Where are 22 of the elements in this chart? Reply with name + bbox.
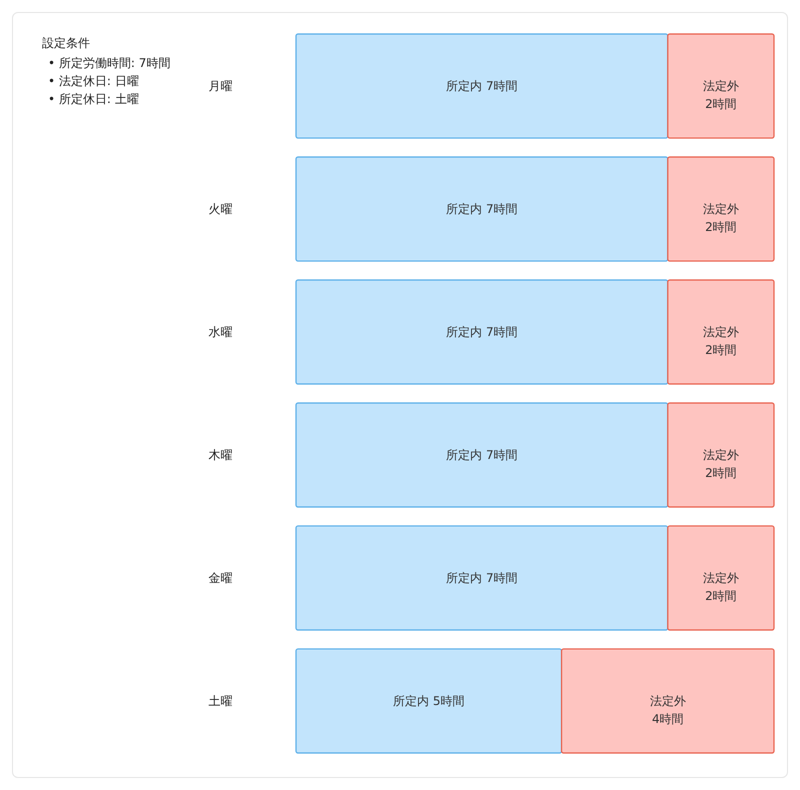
- text: • 所定労働時間: 7時間: [48, 55, 170, 72]
- text: 設定条件: [42, 35, 91, 52]
- data-label: 法定外 2時間: [702, 79, 739, 112]
- data-label: 法定外 2時間: [702, 448, 739, 480]
- y-tick-label: 月曜: [208, 79, 232, 94]
- data-label: 法定外 2時間: [702, 202, 739, 234]
- y-tick-label: 土曜: [208, 694, 232, 708]
- data-label: 所定内 7時間: [446, 79, 518, 94]
- data-label: 法定外 2時間: [702, 570, 739, 603]
- data-label: 所定内 7時間: [446, 325, 518, 340]
- data-label: 法定外 4時間: [650, 694, 686, 726]
- data-label: 所定内 7時間: [446, 570, 518, 585]
- y-tick-label: 金曜: [208, 570, 232, 585]
- data-label: 所定内 7時間: [446, 202, 518, 216]
- y-tick-label: 木曜: [208, 448, 232, 462]
- y-tick-label: 火曜: [208, 202, 232, 216]
- data-label: 所定内 7時間: [446, 448, 518, 462]
- data-label: 法定外 2時間: [702, 325, 739, 358]
- y-tick-label: 水曜: [208, 325, 232, 340]
- text: • 所定休日: 土曜: [48, 91, 140, 108]
- text: • 法定休日: 日曜: [48, 73, 140, 90]
- data-label: 所定内 5時間: [393, 694, 465, 708]
